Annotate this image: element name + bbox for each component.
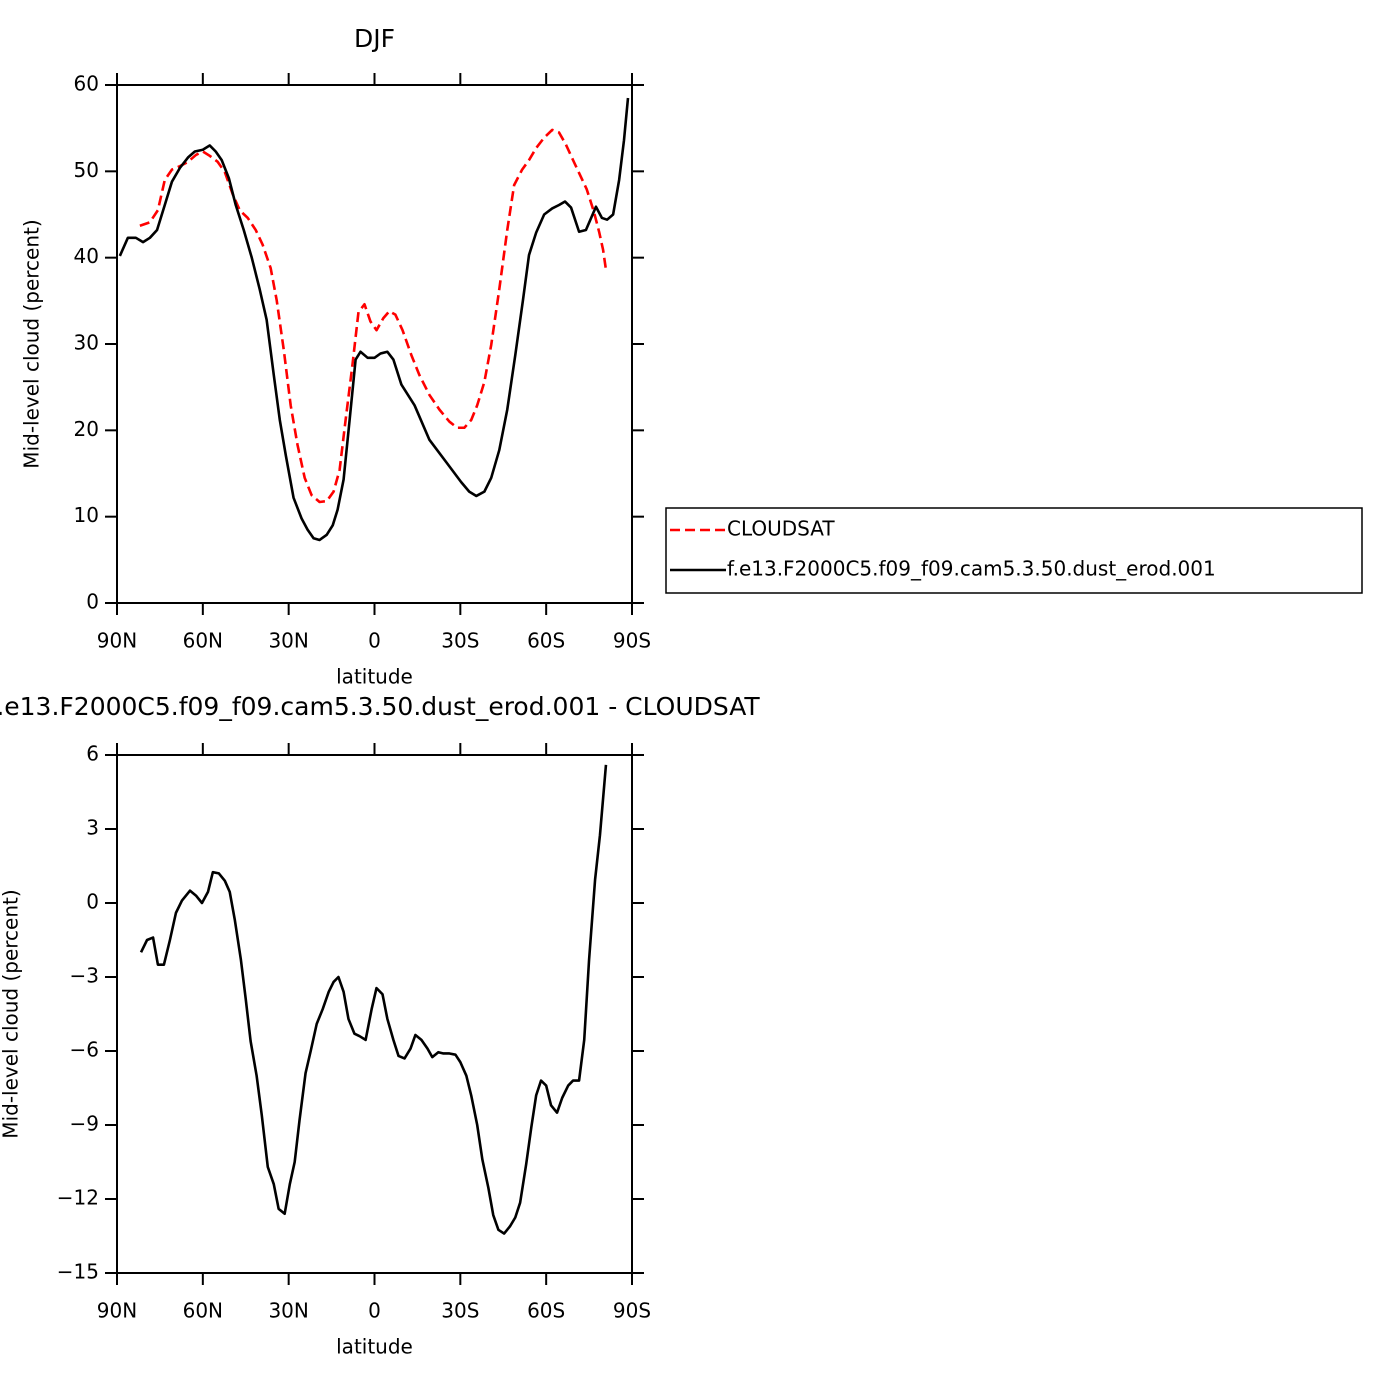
y-tick-label: 40 xyxy=(74,244,99,268)
x-tick-label: 60N xyxy=(183,1299,223,1323)
chart-title: f.e13.F2000C5.f09_f09.cam5.3.50.dust_ero… xyxy=(0,692,760,721)
x-tick-label: 90S xyxy=(613,1299,651,1323)
x-tick-label: 30N xyxy=(268,629,308,653)
y-tick-label: −15 xyxy=(57,1260,99,1284)
data-line xyxy=(139,128,608,504)
y-tick-label: 30 xyxy=(74,331,99,355)
y-tick-label: 0 xyxy=(86,590,99,614)
y-tick-label: −9 xyxy=(70,1112,99,1136)
y-tick-label: −6 xyxy=(70,1038,99,1062)
y-tick-label: 20 xyxy=(74,417,99,441)
plot-frame xyxy=(116,754,633,1274)
x-tick-label: 90S xyxy=(613,629,651,653)
data-line xyxy=(118,97,630,542)
y-axis-label: Mid-level cloud (percent) xyxy=(20,219,44,468)
x-tick-label: 90N xyxy=(97,629,137,653)
y-tick-label: 3 xyxy=(86,816,99,840)
x-axis-label: latitude xyxy=(336,1335,413,1359)
legend-box xyxy=(665,507,1363,594)
plot-frame xyxy=(116,84,633,604)
x-tick-label: 60S xyxy=(527,1299,565,1323)
x-tick-label: 0 xyxy=(368,1299,381,1323)
y-tick-label: −12 xyxy=(57,1186,99,1210)
y-tick-label: 50 xyxy=(74,158,99,182)
x-axis-label: latitude xyxy=(336,665,413,689)
y-tick-label: 0 xyxy=(86,890,99,914)
y-tick-label: −3 xyxy=(70,964,99,988)
x-tick-label: 30S xyxy=(441,629,479,653)
x-tick-label: 60S xyxy=(527,629,565,653)
x-tick-label: 90N xyxy=(97,1299,137,1323)
x-tick-label: 30N xyxy=(268,1299,308,1323)
x-tick-label: 0 xyxy=(368,629,381,653)
x-tick-label: 60N xyxy=(183,629,223,653)
data-line xyxy=(139,764,608,1235)
y-tick-label: 60 xyxy=(74,72,99,96)
y-tick-label: 6 xyxy=(86,742,99,766)
x-tick-label: 30S xyxy=(441,1299,479,1323)
chart-title: DJF xyxy=(354,24,395,53)
y-axis-label: Mid-level cloud (percent) xyxy=(0,889,23,1138)
legend-label: f.e13.F2000C5.f09_f09.cam5.3.50.dust_ero… xyxy=(727,557,1216,581)
legend-label: CLOUDSAT xyxy=(727,517,835,541)
y-tick-label: 10 xyxy=(74,503,99,527)
